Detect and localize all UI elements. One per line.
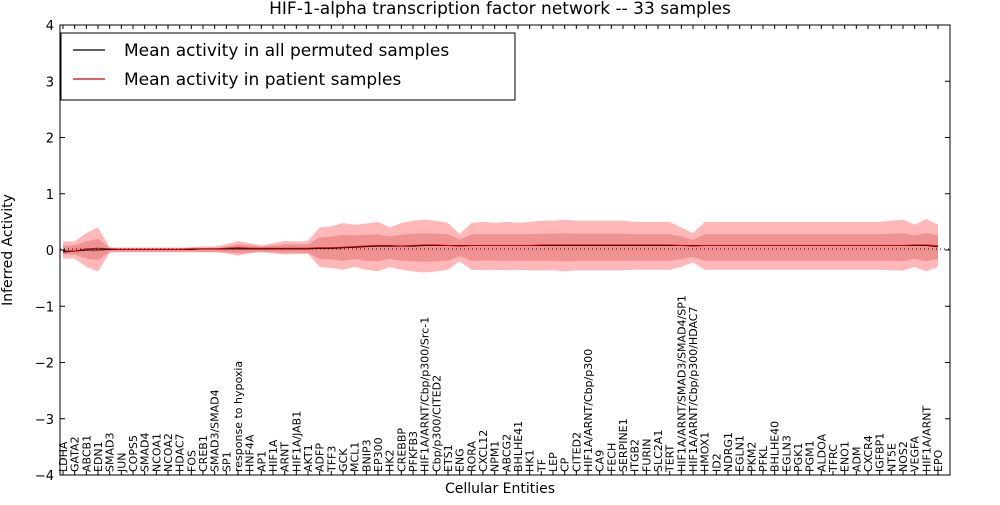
x-tick-label: HK1 <box>524 450 537 472</box>
x-tick-label: GCK <box>337 448 350 472</box>
x-tick-label: CREB1 <box>197 435 210 472</box>
x-tick-label: SLC2A1 <box>652 430 665 472</box>
x-tick-label: TF <box>535 459 548 473</box>
x-tick-label: HIF1A/ARNT/SMAD3/SMAD4/SP1 <box>675 295 688 472</box>
x-tick-label: CXCL12 <box>477 430 490 472</box>
y-tick-label: −3 <box>35 413 54 428</box>
x-tick-label: LEP <box>547 452 560 472</box>
x-tick-label: NCOA1 <box>150 433 163 472</box>
x-tick-label: ALDOA <box>815 433 828 472</box>
legend: Mean activity in all permuted samples Me… <box>60 32 516 101</box>
x-tick-label: ENG <box>454 448 467 472</box>
x-tick-label: HMOX1 <box>699 432 712 472</box>
x-tick-label: response to hypoxia <box>232 361 245 472</box>
x-tick-label: EPO <box>932 449 945 472</box>
x-tick-label: ABCB1 <box>80 435 93 472</box>
x-tick-label: FOS <box>185 450 198 472</box>
x-tick-label: Cbp/p300/CITED2 <box>430 375 443 472</box>
x-tick-label: VEGFA <box>909 436 922 472</box>
y-tick-label: 1 <box>46 188 54 203</box>
x-tick-label: HDAC7 <box>174 433 187 472</box>
x-axis-label: Cellular Entities <box>445 481 555 497</box>
x-tick-label: ITGB2 <box>629 439 642 472</box>
y-axis-label: Inferred Activity <box>0 194 16 306</box>
x-tick-label: CREBBP <box>395 428 408 472</box>
x-tick-label: RORA <box>465 441 478 472</box>
x-tick-label: FECH <box>605 443 618 472</box>
x-tick-label: CA9 <box>594 450 607 472</box>
legend-box <box>60 32 516 101</box>
x-tick-label: HNF4A <box>244 434 257 472</box>
x-tick-label: NPM1 <box>489 441 502 472</box>
y-tick-label: 0 <box>46 244 54 259</box>
x-tick-label: HIF1A/JAB1 <box>290 411 303 472</box>
x-tick-label: BNIP3 <box>360 439 373 472</box>
x-tick-label: ID2 <box>710 453 723 472</box>
x-tick-label: PGK1 <box>792 443 805 472</box>
x-tick-label: EGLN1 <box>734 435 747 472</box>
y-tick-label: 4 <box>46 19 54 34</box>
x-tick-label: AP1 <box>255 451 268 472</box>
x-tick-label: SP1 <box>220 451 233 472</box>
legend-label-patient: Mean activity in patient samples <box>124 70 401 90</box>
x-tick-label: MCL1 <box>349 442 362 472</box>
x-tick-label: NT5E <box>885 443 898 472</box>
x-tick-label: EP300 <box>372 437 385 472</box>
x-tick-label: BHLHE40 <box>769 421 782 472</box>
x-tick-label: NOS2 <box>897 441 910 472</box>
x-tick-label: ENO1 <box>839 441 852 472</box>
x-tick-label: JUN <box>115 452 128 473</box>
y-tick-label: −1 <box>35 300 54 315</box>
x-tick-label: HIF1A/ARNT/Cbp/p300/Src-1 <box>419 317 432 472</box>
series-lines <box>62 244 939 253</box>
x-tick-label: EGLN3 <box>780 435 793 472</box>
x-tick-label: EDN1 <box>92 441 105 472</box>
x-tick-label: SMAD3/SMAD4 <box>209 389 222 472</box>
x-tick-label: HIF1A/ARNT/Cbp/p300 <box>582 349 595 472</box>
x-tick-label: PKM2 <box>745 442 758 472</box>
series-line-1 <box>62 244 939 253</box>
x-tick-label: ABCG2 <box>500 434 513 472</box>
x-tick-label: PFKL <box>757 445 770 472</box>
x-tick-label: FURIN <box>640 439 653 473</box>
y-tick-label: 3 <box>46 75 54 90</box>
x-tick-label: SMAD4 <box>139 433 152 472</box>
legend-label-permuted: Mean activity in all permuted samples <box>124 41 449 61</box>
x-tick-label: HIF1A/ARNT <box>920 406 933 472</box>
x-tick-label: TFF3 <box>325 446 338 473</box>
x-tick-label: TERT <box>664 444 677 473</box>
x-tick-label: ADFP <box>314 443 327 472</box>
x-tick-label: BHLHE41 <box>512 421 525 472</box>
y-tick-label: −4 <box>35 469 54 484</box>
x-tick-label: SERPINE1 <box>617 418 630 472</box>
chart-title: HIF-1-alpha transcription factor network… <box>269 0 731 19</box>
x-tick-label: SMAD3 <box>104 433 117 472</box>
x-tick-label: CXCR4 <box>862 435 875 472</box>
x-tick-label: CP <box>559 457 572 472</box>
x-tick-label: LDHA <box>57 441 70 472</box>
x-tick-label: ADM <box>850 447 863 473</box>
x-tick-label: COPS5 <box>127 435 140 472</box>
x-tick-label: CITED2 <box>570 432 583 472</box>
x-tick-label: TFRC <box>827 444 840 473</box>
x-tick-label: PGM1 <box>804 440 817 472</box>
x-tick-label: ARNT <box>279 442 292 472</box>
x-tick-label: IGFBP1 <box>874 433 887 472</box>
x-tick-label: HIF1A/ARNT/Cbp/p300/HDAC7 <box>687 307 700 473</box>
x-tick-label: ETS1 <box>442 444 455 472</box>
y-axis: 4 3 2 1 0 −1 −2 −3 −4 <box>35 19 950 484</box>
x-tick-label: HK2 <box>384 450 397 472</box>
x-tick-label: NCOA2 <box>162 433 175 472</box>
x-tick-label: HIF1A <box>267 439 280 472</box>
y-tick-label: 2 <box>46 132 54 147</box>
y-tick-label: −2 <box>35 357 54 372</box>
x-tick-label: NDRG1 <box>722 432 735 472</box>
x-tick-label: GATA2 <box>69 436 82 472</box>
x-tick-label: AKT1 <box>302 444 315 472</box>
x-axis: LDHAGATA2ABCB1EDN1SMAD3JUNCOPS5SMAD4NCOA… <box>57 25 945 475</box>
x-tick-label: PFKFB3 <box>407 431 420 472</box>
inner-activity-band <box>63 233 938 262</box>
